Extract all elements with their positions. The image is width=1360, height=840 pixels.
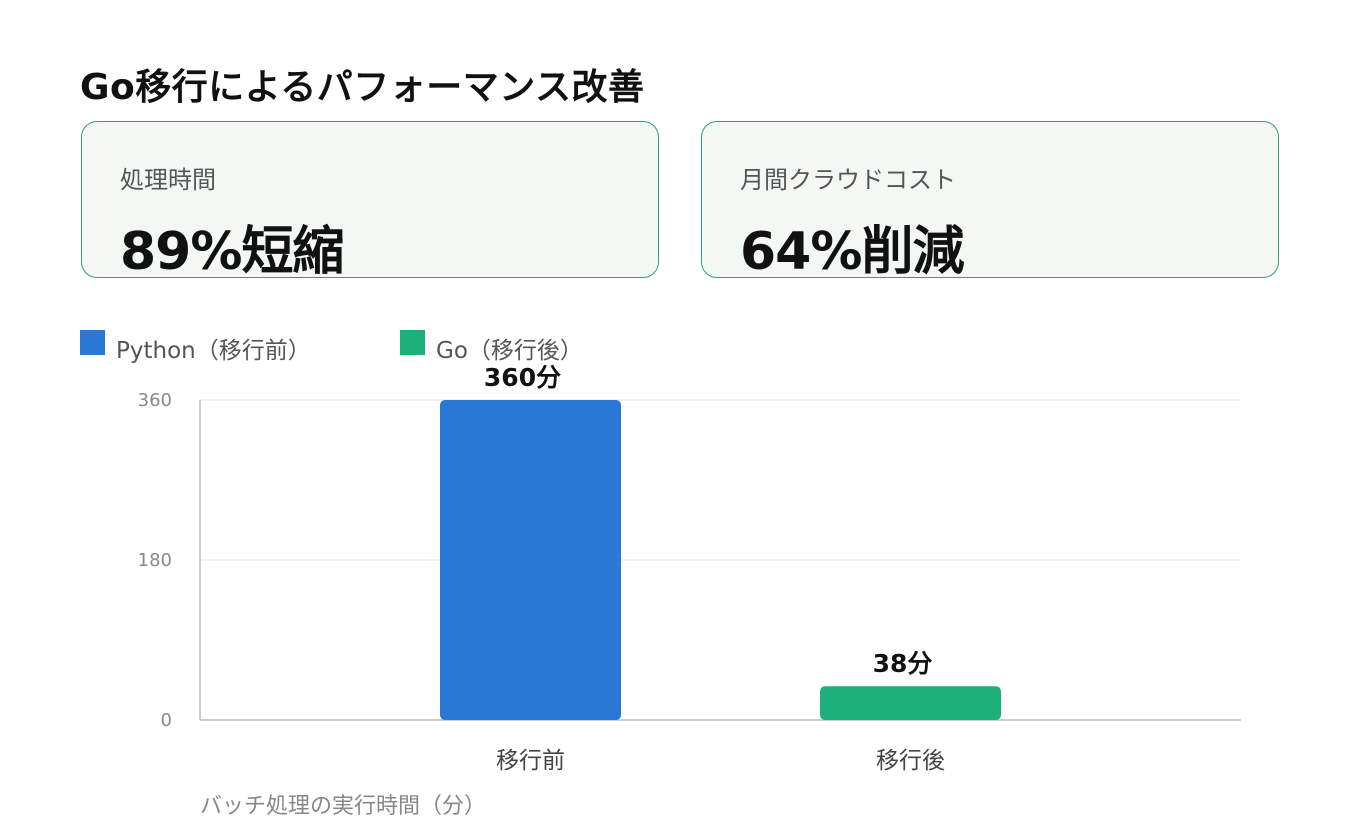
bar-python	[440, 400, 621, 720]
legend-swatch-python	[80, 330, 105, 355]
legend-label-python: Python（移行前）	[116, 338, 311, 364]
bar-go	[820, 686, 1001, 720]
kpi-card-processing-time: 処理時間 89%短縮	[81, 121, 659, 278]
legend-label-go: Go（移行後）	[436, 338, 583, 364]
kpi-value: 64%削減	[740, 222, 964, 278]
kpi-value: 89%短縮	[120, 222, 344, 278]
x-tick-label: 移行前	[496, 748, 565, 774]
kpi-label: 月間クラウドコスト	[740, 166, 956, 194]
y-tick-label: 0	[161, 710, 172, 731]
kpi-card-cloud-cost: 月間クラウドコスト 64%削減	[701, 121, 1279, 278]
y-tick-label: 180	[138, 550, 172, 571]
data-label: 360分	[484, 363, 561, 392]
legend-swatch-go	[400, 330, 425, 355]
kpi-label: 処理時間	[120, 166, 216, 194]
x-tick-label: 移行後	[876, 748, 945, 774]
x-axis-title: バッチ処理の実行時間（分）	[200, 794, 487, 819]
y-tick-label: 360	[138, 390, 172, 411]
page-title: Go移行によるパフォーマンス改善	[80, 67, 645, 108]
data-label: 38分	[873, 649, 933, 678]
